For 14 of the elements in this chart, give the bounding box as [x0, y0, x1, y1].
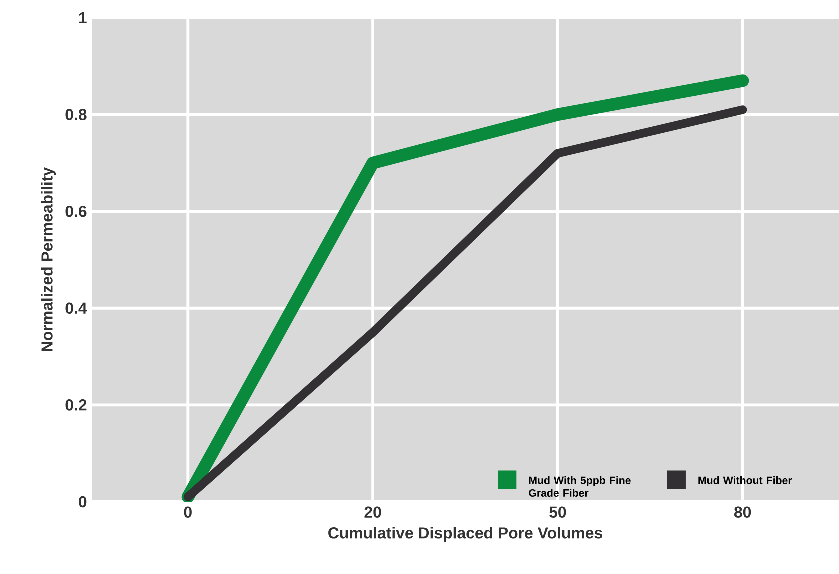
x-tick-label: 50 [550, 506, 566, 518]
y-tick-label: 0 [79, 496, 87, 508]
x-axis-title: Cumulative Displaced Pore Volumes [328, 527, 602, 542]
y-tick-label: 0.4 [66, 302, 88, 314]
y-tick-label: 0.6 [66, 206, 87, 218]
legend-label: Mud Without Fiber [698, 476, 792, 484]
x-tick-label: 20 [364, 506, 382, 518]
y-tick-label: 0.8 [66, 109, 87, 120]
y-axis-title: Normalized Permeability [41, 168, 56, 352]
y-tick-label: 0.2 [66, 400, 87, 411]
legend-label: Mud With 5ppb Fine Grade Fiber [529, 476, 631, 497]
y-tick-label: 1 [79, 12, 87, 24]
x-tick-label: 80 [734, 506, 752, 518]
x-tick-label: 0 [184, 506, 192, 518]
